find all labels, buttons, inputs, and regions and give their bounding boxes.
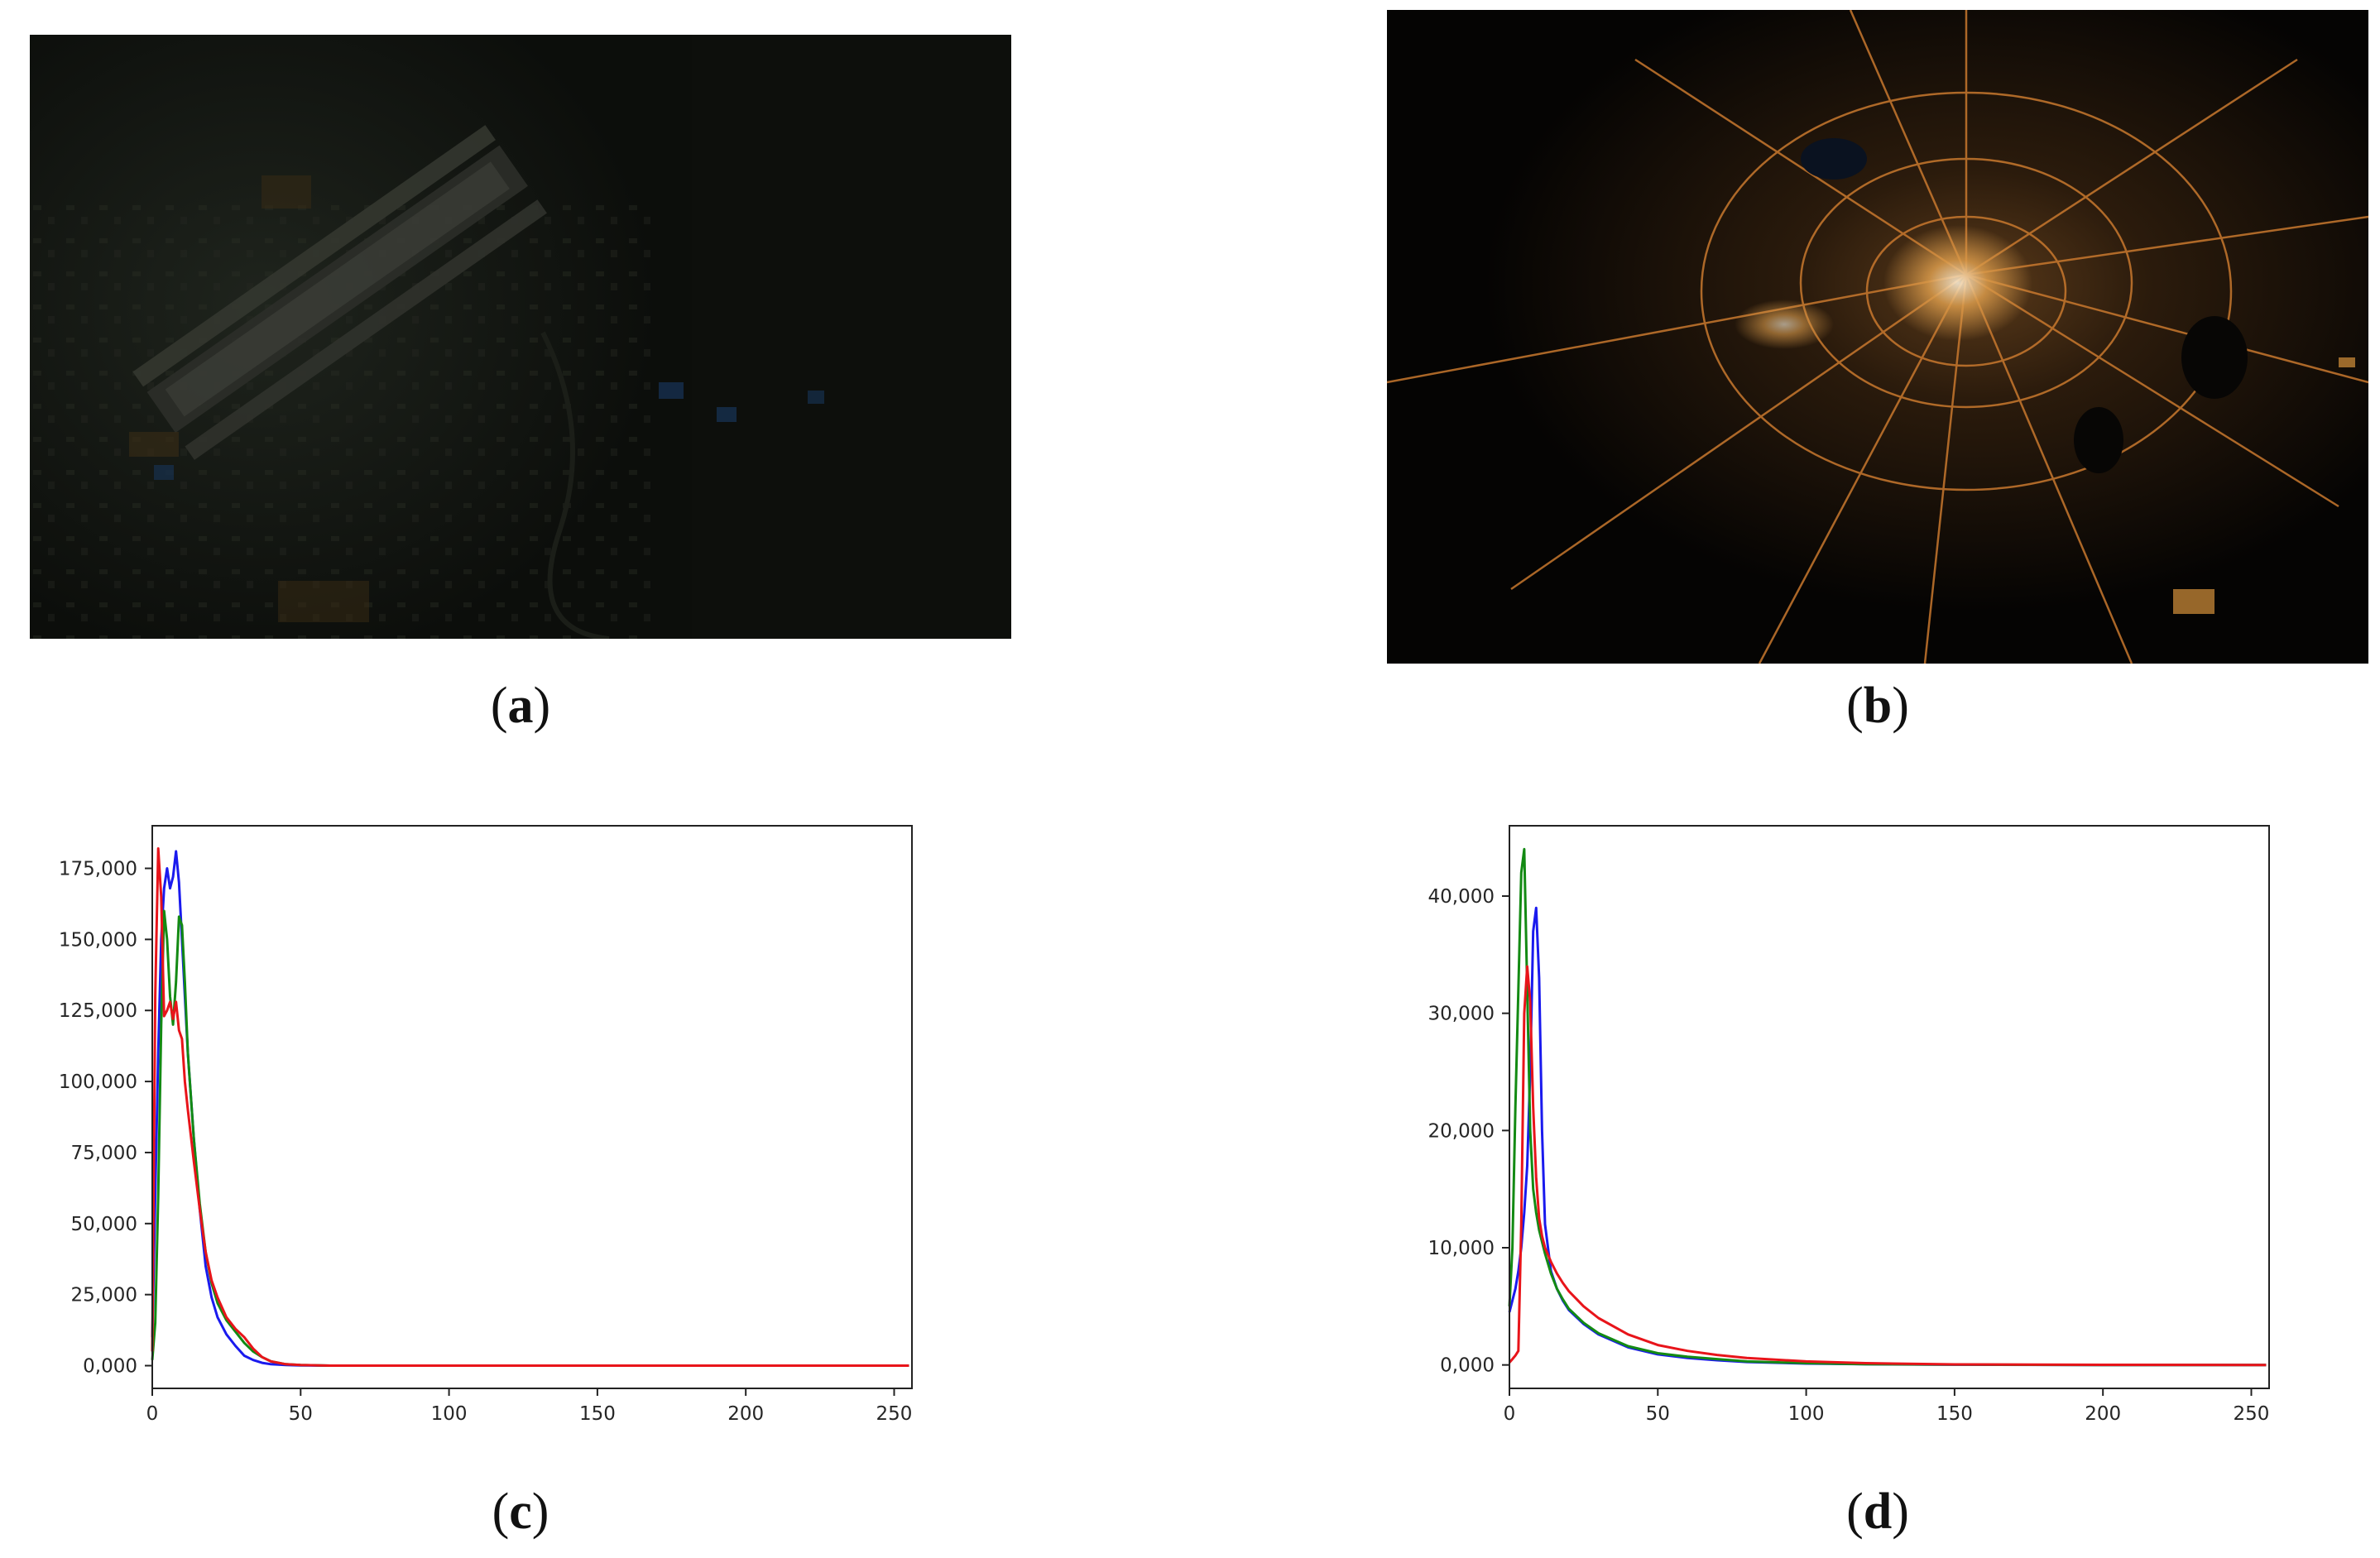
series-line-green (151, 909, 909, 1367)
histogram-d-svg: 0 50 100 150 200 250 0,000 10,000 20,000 30,000 40… (1428, 825, 2270, 1425)
caption-d: (d) (1846, 1484, 1909, 1540)
x-tick-label: 0 (146, 1403, 159, 1425)
caption-b: (b) (1846, 678, 1909, 734)
x-tick-label: 50 (289, 1403, 313, 1425)
photo-a (30, 35, 1011, 639)
series-line-green (1508, 847, 2267, 1367)
caption-a-letter: a (507, 678, 534, 734)
y-tick-label: 25,000 (71, 1285, 137, 1306)
x-tick-label: 200 (727, 1403, 764, 1425)
x-tick-label: 250 (2234, 1403, 2270, 1425)
photo-b (1387, 10, 2368, 664)
y-tick-label: 10,000 (1428, 1238, 1495, 1259)
histogram-chart-d: 0 50 100 150 200 250 0,000 10,000 20,000 30,000 40… (1357, 811, 2284, 1425)
x-tick-label: 250 (876, 1403, 913, 1425)
caption-c: (c) (492, 1484, 549, 1540)
y-tick-label: 100,000 (59, 1071, 137, 1093)
series-line-red (151, 847, 909, 1367)
series-line-red (1508, 965, 2267, 1367)
y-tick-label: 20,000 (1428, 1120, 1495, 1142)
satellite-image-b (1387, 10, 2368, 664)
y-tick-label: 30,000 (1428, 1004, 1495, 1025)
y-tick-label: 175,000 (59, 859, 137, 880)
x-tick-label: 150 (1936, 1403, 1973, 1425)
plot-frame (151, 825, 913, 1389)
series-line-blue (151, 850, 909, 1367)
x-tick-label: 100 (431, 1403, 468, 1425)
caption-b-letter: b (1863, 678, 1893, 734)
series-line-blue (1508, 906, 2267, 1367)
x-tick-label: 200 (2085, 1403, 2121, 1425)
caption-a: (a) (490, 678, 551, 734)
histogram-c-svg: 0 50 100 150 200 250 0,000 25,000 50,000 75,000 10… (59, 825, 913, 1425)
histogram-chart-c: 0 50 100 150 200 250 0,000 25,000 50,000 75,000 10… (0, 811, 927, 1425)
y-tick-label: 125,000 (59, 1000, 137, 1022)
y-tick-label: 150,000 (59, 929, 137, 951)
y-tick-label: 40,000 (1428, 886, 1495, 908)
y-tick-label: 0,000 (1440, 1355, 1495, 1377)
y-tick-label: 75,000 (71, 1143, 137, 1164)
x-tick-label: 100 (1788, 1403, 1825, 1425)
x-tick-label: 150 (579, 1403, 616, 1425)
plot-frame (1509, 825, 2270, 1389)
caption-c-letter: c (509, 1484, 532, 1540)
x-tick-label: 0 (1504, 1403, 1516, 1425)
x-tick-label: 50 (1646, 1403, 1670, 1425)
y-tick-label: 0,000 (83, 1356, 137, 1378)
satellite-image-a (30, 35, 1011, 639)
caption-d-letter: d (1863, 1484, 1893, 1540)
y-tick-label: 50,000 (71, 1214, 137, 1235)
